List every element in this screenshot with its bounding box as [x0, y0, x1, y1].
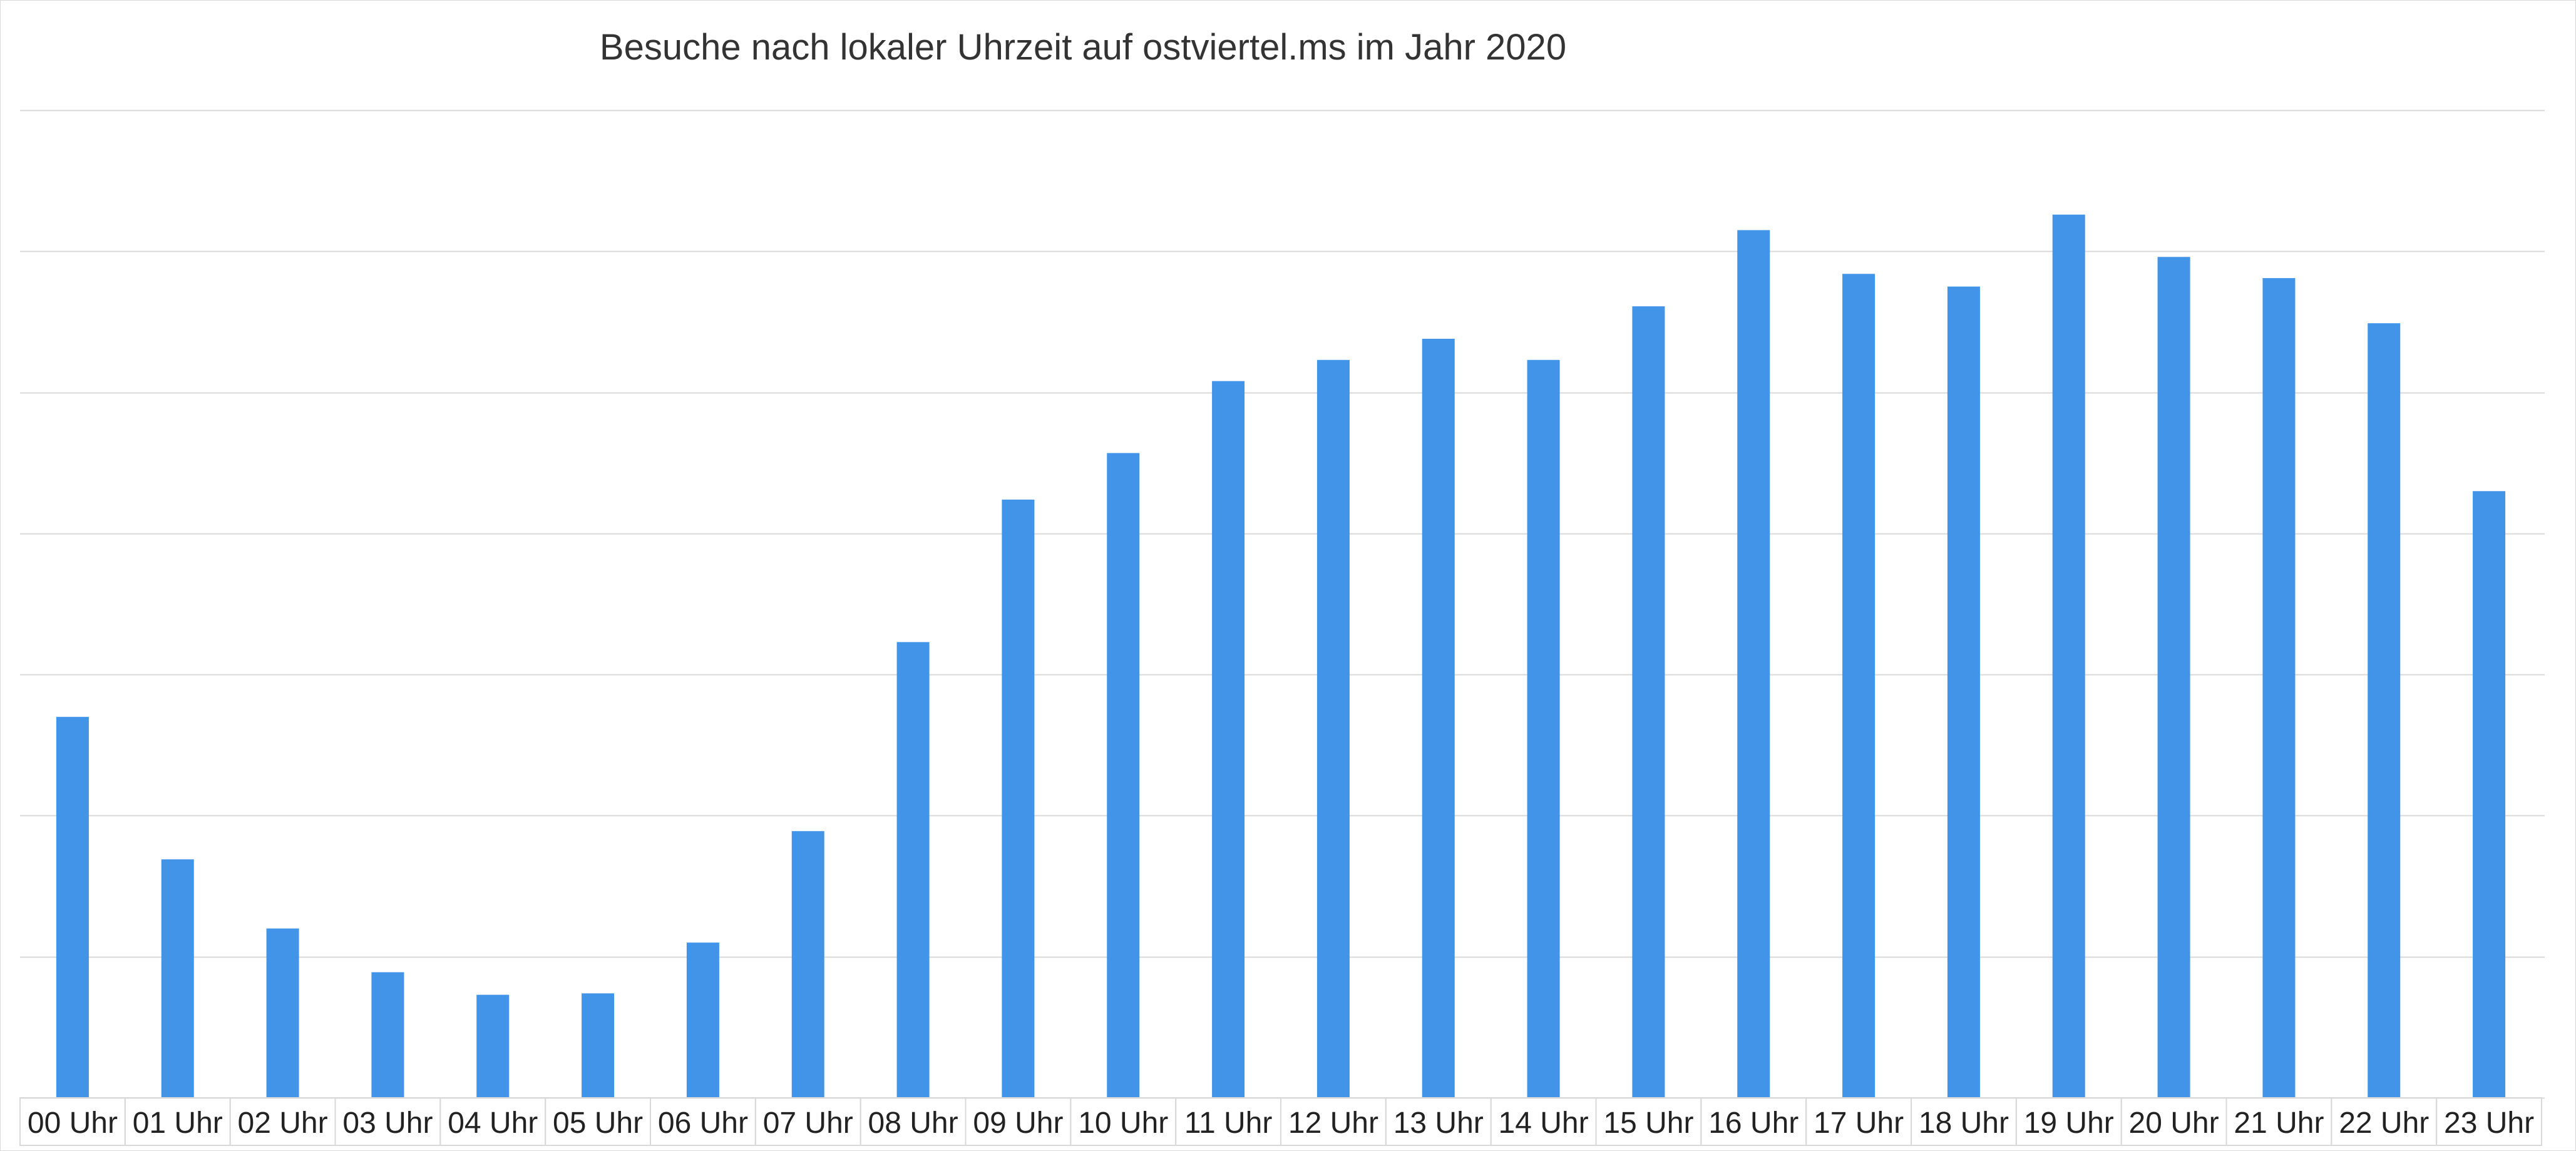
- x-tick-label: 16 Uhr: [1708, 1107, 1799, 1140]
- bar: [266, 928, 299, 1098]
- bar: [476, 994, 510, 1098]
- bar: [56, 716, 89, 1098]
- bar: [1002, 499, 1035, 1098]
- bar: [2052, 214, 2085, 1098]
- bar: [896, 642, 930, 1098]
- x-tick-label: 18 Uhr: [1919, 1107, 2009, 1140]
- x-tick-label: 14 Uhr: [1499, 1107, 1589, 1140]
- bar: [791, 831, 824, 1098]
- x-tick-label: 22 Uhr: [2339, 1107, 2429, 1140]
- x-tick-label: 06 Uhr: [658, 1107, 748, 1140]
- x-tick-label: 12 Uhr: [1288, 1107, 1378, 1140]
- x-tick-label: 15 Uhr: [1603, 1107, 1693, 1140]
- chart-title: Besuche nach lokaler Uhrzeit auf ostvier…: [599, 27, 1567, 68]
- x-tick-label: 05 Uhr: [553, 1107, 643, 1140]
- x-tick-label: 07 Uhr: [763, 1107, 853, 1140]
- bar: [1316, 359, 1350, 1098]
- x-tick-label: 00 Uhr: [28, 1107, 118, 1140]
- bar: [2262, 278, 2296, 1098]
- bar: [1947, 286, 1980, 1098]
- bar: [1632, 306, 1665, 1098]
- bar: [1737, 230, 1770, 1098]
- x-tick-label: 10 Uhr: [1078, 1107, 1168, 1140]
- bar: [1212, 381, 1245, 1098]
- bar: [1842, 274, 1876, 1098]
- x-tick-label: 17 Uhr: [1814, 1107, 1904, 1140]
- x-tick-box: [2436, 1097, 2543, 1146]
- bar: [2157, 257, 2190, 1098]
- x-tick-label: 04 Uhr: [448, 1107, 538, 1140]
- x-tick-label: 11 Uhr: [1184, 1107, 1273, 1140]
- bar: [582, 993, 615, 1098]
- bar: [371, 972, 404, 1098]
- x-tick-label: 02 Uhr: [238, 1107, 328, 1140]
- x-tick-label: 01 Uhr: [133, 1107, 223, 1140]
- bar: [2368, 323, 2401, 1098]
- bar: [1527, 359, 1560, 1098]
- x-tick-label: 20 Uhr: [2129, 1107, 2219, 1140]
- x-tick-label: 13 Uhr: [1393, 1107, 1484, 1140]
- x-tick-label: 21 Uhr: [2234, 1107, 2324, 1140]
- x-tick-label: 08 Uhr: [868, 1107, 958, 1140]
- x-tick-label: 23 Uhr: [2444, 1107, 2534, 1140]
- bar: [161, 859, 194, 1098]
- x-tick-label: 03 Uhr: [342, 1107, 433, 1140]
- bar: [1422, 338, 1455, 1098]
- bar: [686, 942, 719, 1098]
- bar: [2473, 491, 2506, 1098]
- bar: [1107, 453, 1140, 1098]
- x-tick-label: 09 Uhr: [973, 1107, 1063, 1140]
- x-tick-label: 19 Uhr: [2024, 1107, 2114, 1140]
